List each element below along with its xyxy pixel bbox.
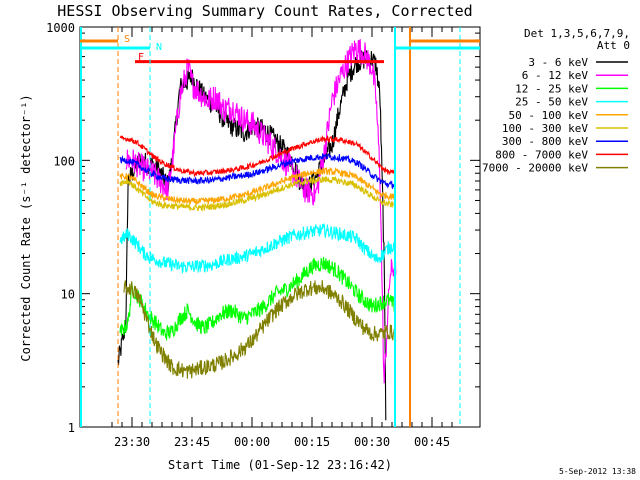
x-tick-label: 23:45 — [174, 435, 210, 449]
x-tick-label: 00:45 — [414, 435, 450, 449]
x-axis: 23:30 23:45 00:00 00:15 00:30 00:45 — [111, 27, 453, 449]
y-tick-label: 100 — [53, 154, 75, 168]
marker-label-f: F — [138, 52, 144, 63]
series-line-1 — [117, 50, 387, 421]
legend-label-4: 25 - 50 keV — [515, 96, 588, 109]
legend-label-7: 300 - 800 keV — [502, 135, 588, 148]
series-line-7 — [119, 153, 397, 190]
series-line-3 — [119, 256, 397, 341]
legend-label-2: 6 - 12 keV — [522, 69, 589, 82]
legend-label-5: 50 - 100 keV — [509, 109, 589, 122]
y-tick-label: 1000 — [46, 21, 75, 35]
series-line-5 — [119, 166, 397, 205]
marker-label-s: S — [124, 34, 130, 45]
legend-header-line-2: Att 0 — [597, 39, 630, 52]
series-line-6 — [119, 175, 397, 212]
series-line-9 — [123, 280, 397, 379]
legend-label-8: 800 - 7000 keV — [495, 148, 588, 161]
legend-label-1: 3 - 6 keV — [528, 56, 588, 69]
plot-area — [117, 39, 397, 421]
x-tick-label: 23:30 — [114, 435, 150, 449]
x-tick-label: 00:15 — [294, 435, 330, 449]
y-tick-label: 10 — [61, 288, 75, 302]
y-axis-label: Corrected Count Rate (s⁻¹ detector⁻¹) — [19, 94, 33, 361]
chart-title: HESSI Observing Summary Count Rates, Cor… — [57, 2, 472, 20]
date-stamp: 5-Sep-2012 13:38 — [559, 467, 636, 476]
x-tick-label: 00:00 — [234, 435, 270, 449]
legend-header-line-1: Det 1,3,5,6,7,9, — [524, 27, 630, 40]
series-line-4 — [119, 223, 397, 275]
legend-label-3: 12 - 25 keV — [515, 82, 588, 95]
series-line-8 — [119, 134, 397, 178]
legend-label-6: 100 - 300 keV — [502, 122, 588, 135]
legend-label-9: 7000 - 20000 keV — [482, 162, 588, 175]
x-tick-label: 00:30 — [354, 435, 390, 449]
marker-label-n: N — [156, 42, 162, 53]
y-tick-label: 1 — [68, 421, 75, 435]
x-axis-label: Start Time (01-Sep-12 23:16:42) — [168, 458, 392, 472]
